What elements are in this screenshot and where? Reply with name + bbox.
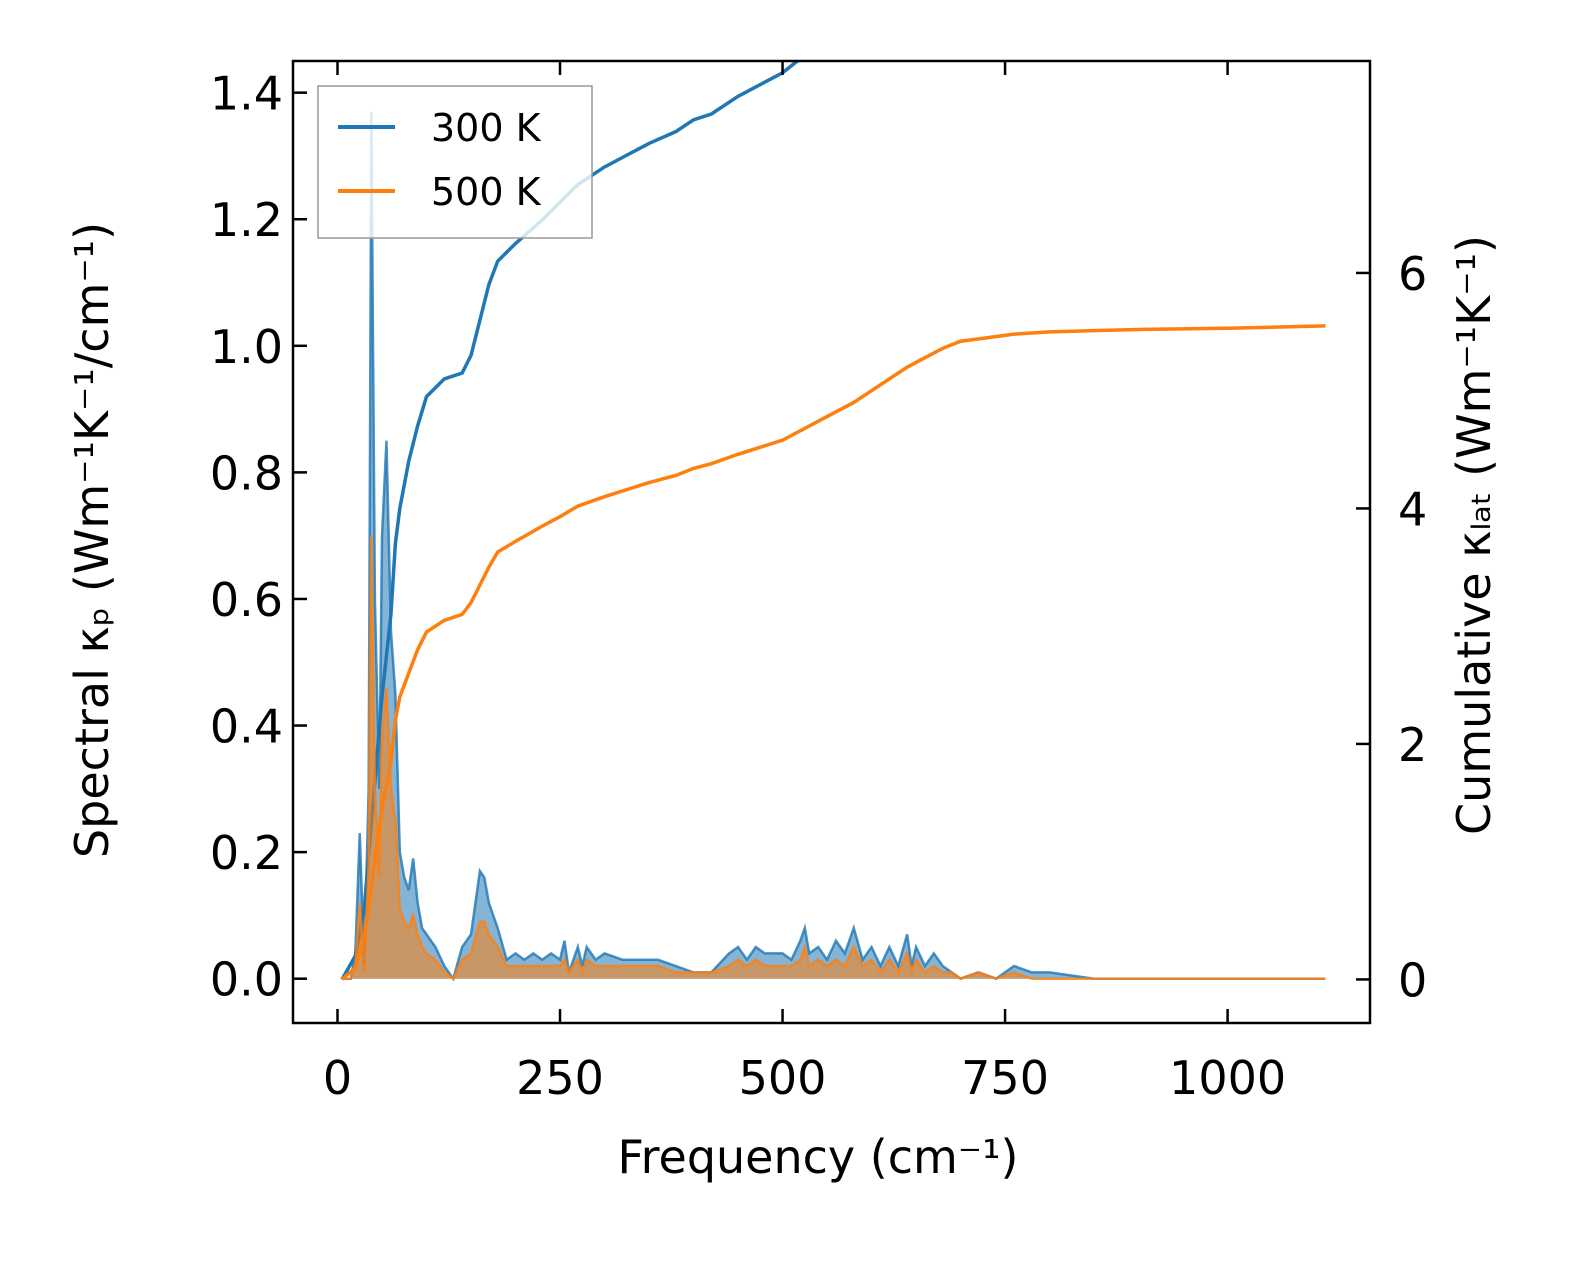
legend-box	[317, 85, 593, 239]
spectral-line-300k	[341, 111, 1326, 982]
y-right-tick-label: 6	[1398, 247, 1427, 301]
x-tick-label: 750	[961, 1051, 1049, 1105]
y-right-tick-label: 0	[1398, 953, 1427, 1007]
y-left-tick-label: 0.6	[210, 573, 283, 627]
legend-label-300k: 300 K	[431, 106, 542, 150]
y-left-tick-label: 0.0	[210, 953, 283, 1007]
x-axis-title: Frequency (cm⁻¹)	[618, 1130, 1019, 1184]
y-left-tick-label: 1.4	[210, 67, 283, 121]
legend: 300 K 500 K	[317, 85, 593, 239]
axes: 0 250 500 750 1000 0.0 0.2 0.4 0.6 0.8 1.0 1.2 1.4 0 2…	[210, 59, 1427, 1105]
y-left-tick-label: 1.2	[210, 193, 283, 247]
y-left-tick-label: 0.4	[210, 700, 283, 754]
cumulative-line-500k	[340, 324, 1326, 981]
y-left-tick-label: 0.2	[210, 826, 283, 880]
y-left-tick-label: 1.0	[210, 320, 283, 374]
y-right-tick-label: 2	[1398, 718, 1427, 772]
y-axis-left-title: Spectral κₚ (Wm⁻¹K⁻¹/cm⁻¹)	[65, 222, 119, 858]
clipped-series	[340, 61, 1326, 982]
x-tick-label: 250	[516, 1051, 604, 1105]
y-axis-right-title: Cumulative κₗₐₜ (Wm⁻¹K⁻¹)	[1447, 235, 1501, 835]
plot-frame	[291, 59, 1372, 1025]
x-tick-label: 500	[739, 1051, 827, 1105]
plot-area	[340, 61, 1326, 982]
x-tick-label: 0	[323, 1051, 352, 1105]
x-tick-label: 1000	[1169, 1051, 1286, 1105]
legend-label-500k: 500 K	[431, 170, 542, 214]
y-right-tick-label: 4	[1398, 482, 1427, 536]
spectral-line-500k	[341, 535, 1326, 981]
y-left-tick-label: 0.8	[210, 446, 283, 500]
cumulative-line-300k	[340, 61, 801, 981]
